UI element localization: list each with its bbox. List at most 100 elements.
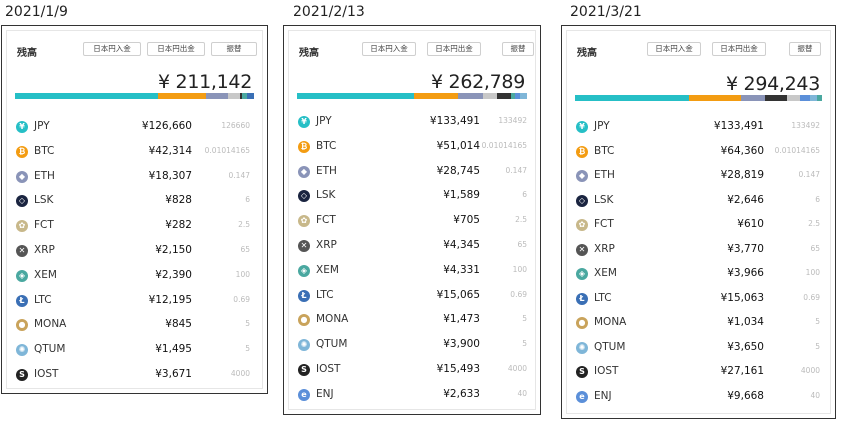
deposit-jpy-button[interactable]: 日本円入金 <box>362 42 416 56</box>
asset-value: ¥18,307 <box>148 169 192 182</box>
asset-row[interactable]: ✺ QTUM ¥3,900 5 <box>289 336 535 356</box>
asset-row[interactable]: ◇ LSK ¥2,646 6 <box>567 192 830 212</box>
asset-row[interactable]: ◈ XEM ¥3,966 100 <box>567 265 830 285</box>
allocation-segment <box>688 95 741 101</box>
asset-row[interactable]: ◇ LSK ¥828 6 <box>7 192 262 212</box>
asset-quantity: 5 <box>522 314 527 324</box>
asset-row[interactable]: ◆ ETH ¥18,307 0.147 <box>7 168 262 188</box>
asset-value: ¥2,150 <box>155 244 192 256</box>
asset-row[interactable]: ₿ BTC ¥64,360 0.01014165 <box>567 143 830 163</box>
asset-row[interactable]: ✿ FCT ¥282 2.5 <box>7 217 262 237</box>
asset-row[interactable]: ₿ BTC ¥42,314 0.01014165 <box>7 143 262 163</box>
asset-row[interactable]: S IOST ¥3,671 4000 <box>7 366 262 386</box>
asset-row[interactable]: ✺ QTUM ¥1,495 5 <box>7 341 262 361</box>
ripple-icon: ✕ <box>576 243 588 256</box>
asset-quantity: 5 <box>815 317 820 326</box>
ethereum-icon: ◆ <box>576 170 588 182</box>
asset-quantity: 65 <box>240 245 250 254</box>
asset-symbol: XEM <box>34 268 57 281</box>
asset-value: ¥828 <box>165 194 192 207</box>
asset-value: ¥2,390 <box>155 268 192 281</box>
asset-quantity: 133492 <box>498 116 527 125</box>
asset-row[interactable]: ✿ FCT ¥610 2.5 <box>567 216 830 236</box>
asset-row[interactable]: ◆ ETH ¥28,745 0.147 <box>289 163 535 183</box>
asset-symbol: ETH <box>34 169 55 182</box>
enjin-icon: e <box>576 390 588 403</box>
asset-row[interactable]: ◈ XEM ¥4,331 100 <box>289 262 535 282</box>
asset-row[interactable]: ● MONA ¥1,473 5 <box>289 311 535 331</box>
asset-row[interactable]: ₿ BTC ¥51,014 0.01014165 <box>289 138 535 158</box>
asset-quantity: 40 <box>517 388 527 398</box>
asset-row[interactable]: ● MONA ¥1,034 5 <box>567 314 830 334</box>
asset-symbol: MONA <box>594 316 627 328</box>
asset-value: ¥1,473 <box>443 313 480 326</box>
asset-row[interactable]: ¥ JPY ¥126,660 126660 <box>7 118 262 138</box>
asset-symbol: LSK <box>34 194 54 207</box>
asset-value: ¥2,633 <box>443 387 480 400</box>
jpy-icon: ¥ <box>16 121 28 133</box>
asset-row[interactable]: e ENJ ¥2,633 40 <box>289 386 535 406</box>
asset-symbol: FCT <box>34 219 54 232</box>
allocation-segment <box>242 93 247 99</box>
allocation-segment <box>510 93 516 99</box>
withdraw-jpy-button[interactable]: 日本円出金 <box>427 42 481 56</box>
litecoin-icon: Ł <box>298 289 310 302</box>
asset-row[interactable]: S IOST ¥27,161 4000 <box>567 363 830 383</box>
asset-value: ¥845 <box>165 318 192 331</box>
asset-quantity: 0.147 <box>505 165 527 175</box>
asset-row[interactable]: ◈ XEM ¥2,390 100 <box>7 267 262 287</box>
asset-row[interactable]: ● MONA ¥845 5 <box>7 316 262 336</box>
total-balance: ¥ 294,243 <box>726 73 820 95</box>
jpy-icon: ¥ <box>298 116 310 128</box>
transfer-button[interactable]: 振替 <box>789 42 821 56</box>
asset-row[interactable]: ◇ LSK ¥1,589 6 <box>289 187 535 207</box>
withdraw-jpy-button[interactable]: 日本円出金 <box>712 42 766 56</box>
asset-quantity: 2.5 <box>238 220 250 230</box>
asset-symbol: JPY <box>594 120 610 132</box>
asset-quantity: 5 <box>815 341 820 351</box>
asset-quantity: 2.5 <box>808 219 820 228</box>
allocation-segment <box>809 95 818 101</box>
asset-value: ¥610 <box>737 218 764 230</box>
asset-row[interactable]: ✕ XRP ¥3,770 65 <box>567 241 830 261</box>
allocation-segment <box>158 93 207 99</box>
asset-symbol: XRP <box>594 242 615 255</box>
asset-symbol: ETH <box>316 164 337 177</box>
asset-row[interactable]: ◆ ETH ¥28,819 0.147 <box>567 167 830 187</box>
deposit-jpy-button[interactable]: 日本円入金 <box>647 42 701 56</box>
asset-row[interactable]: Ł LTC ¥15,063 0.69 <box>567 290 830 310</box>
asset-row[interactable]: ¥ JPY ¥133,491 133492 <box>567 118 830 138</box>
jpy-icon: ¥ <box>576 121 588 133</box>
asset-symbol: MONA <box>34 318 67 331</box>
asset-symbol: LTC <box>34 293 52 306</box>
asset-row[interactable]: ¥ JPY ¥133,491 133492 <box>289 113 535 133</box>
asset-row[interactable]: ✕ XRP ¥4,345 65 <box>289 237 535 257</box>
allocation-segment <box>297 93 415 99</box>
asset-symbol: XRP <box>316 239 337 251</box>
deposit-jpy-button[interactable]: 日本円入金 <box>83 42 141 56</box>
allocation-segment <box>227 93 240 99</box>
date-label-1: 2021/1/9 <box>5 4 68 20</box>
transfer-button[interactable]: 振替 <box>502 42 534 56</box>
asset-row[interactable]: S IOST ¥15,493 4000 <box>289 361 535 381</box>
asset-row[interactable]: ✿ FCT ¥705 2.5 <box>289 212 535 232</box>
nem-icon: ◈ <box>16 269 28 282</box>
transfer-button[interactable]: 振替 <box>211 42 257 56</box>
asset-row[interactable]: ✕ XRP ¥2,150 65 <box>7 242 262 262</box>
allocation-segment <box>515 93 521 99</box>
bitcoin-icon: ₿ <box>16 145 28 158</box>
asset-row[interactable]: ✺ QTUM ¥3,650 5 <box>567 339 830 359</box>
allocation-segment <box>483 93 498 99</box>
asset-value: ¥64,360 <box>720 144 764 157</box>
asset-quantity: 65 <box>517 240 527 249</box>
litecoin-icon: Ł <box>16 294 28 307</box>
asset-row[interactable]: Ł LTC ¥12,195 0.69 <box>7 292 262 312</box>
asset-symbol: JPY <box>34 120 50 132</box>
asset-value: ¥12,195 <box>148 293 192 306</box>
withdraw-jpy-button[interactable]: 日本円出金 <box>147 42 205 56</box>
asset-row[interactable]: e ENJ ¥9,668 40 <box>567 388 830 408</box>
asset-symbol: QTUM <box>316 338 348 351</box>
panel-card: 残高 日本円入金 日本円出金 振替 ¥ 262,789 ¥ JPY ¥133,491 13349… <box>288 30 536 410</box>
iost-icon: S <box>298 364 310 376</box>
asset-row[interactable]: Ł LTC ¥15,065 0.69 <box>289 287 535 307</box>
